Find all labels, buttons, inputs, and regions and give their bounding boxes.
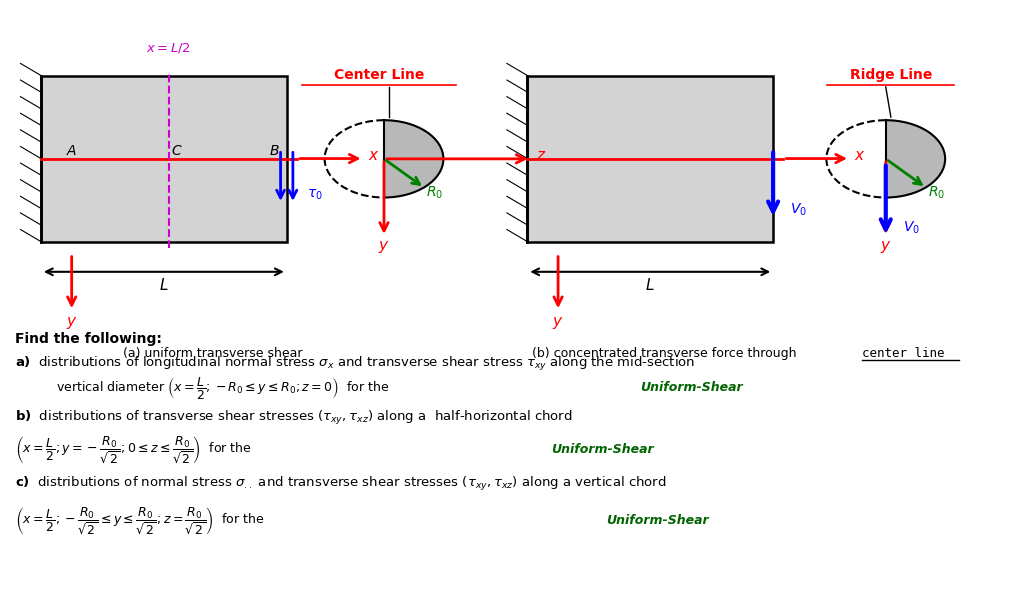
Text: $L$: $L$ [159,277,169,293]
Text: $y$: $y$ [66,315,78,331]
Text: $C$: $C$ [171,144,183,158]
Text: center line: center line [862,347,945,360]
Text: $\left(x=\dfrac{L}{2}; y=-\dfrac{R_0}{\sqrt{2}};0 \leq z \leq \dfrac{R_0}{\sqrt{: $\left(x=\dfrac{L}{2}; y=-\dfrac{R_0}{\s… [15,435,253,465]
Text: $x$: $x$ [854,148,866,163]
Text: $\tau_0$: $\tau_0$ [307,188,324,202]
Text: $\mathbf{a)}$  distributions of longitudinal normal stress $\sigma_x$ and transv: $\mathbf{a)}$ distributions of longitudi… [15,355,695,373]
Polygon shape [886,120,945,198]
Text: Uniform-Shear: Uniform-Shear [640,381,742,394]
Text: vertical diameter $\left(x=\dfrac{L}{2};-R_0 \leq y \leq R_0; z=0\right)$  for t: vertical diameter $\left(x=\dfrac{L}{2};… [56,374,390,401]
Text: $A$: $A$ [66,144,78,158]
Text: $y$: $y$ [880,239,892,255]
Text: $V_0$: $V_0$ [903,219,920,236]
Text: $L$: $L$ [645,277,655,293]
Text: (b) concentrated transverse force through: (b) concentrated transverse force throug… [532,347,805,360]
Text: $z$: $z$ [536,149,546,163]
Text: (a) uniform transverse shear: (a) uniform transverse shear [123,347,302,360]
Bar [527,76,773,242]
Text: $R_0$: $R_0$ [426,185,443,201]
Text: $\left(x=\dfrac{L}{2}; -\dfrac{R_0}{\sqrt{2}} \leq y \leq \dfrac{R_0}{\sqrt{2}};: $\left(x=\dfrac{L}{2}; -\dfrac{R_0}{\sqr… [15,506,265,536]
Text: $y$: $y$ [552,315,564,331]
Text: Find the following:: Find the following: [15,332,162,347]
Text: $R_0$: $R_0$ [928,185,945,201]
Text: $x$: $x$ [368,148,380,163]
Text: $\mathbf{b)}$  distributions of transverse shear stresses $\left(\tau_{xy}, \tau: $\mathbf{b)}$ distributions of transvers… [15,409,573,427]
Text: $B$: $B$ [269,144,280,158]
Bar [41,76,287,242]
Text: Center Line: Center Line [334,68,424,82]
Polygon shape [384,120,443,198]
Text: Ridge Line: Ridge Line [850,68,932,82]
Text: $y$: $y$ [378,239,390,255]
Text: Uniform-Shear: Uniform-Shear [606,514,709,527]
Text: $V_0$: $V_0$ [791,202,807,218]
Text: $\mathbf{c)}$  distributions of normal stress $\sigma_{..}$ and transverse shear: $\mathbf{c)}$ distributions of normal st… [15,475,667,493]
Text: $x = L/2$: $x = L/2$ [146,41,191,56]
Text: Uniform-Shear: Uniform-Shear [551,443,653,457]
